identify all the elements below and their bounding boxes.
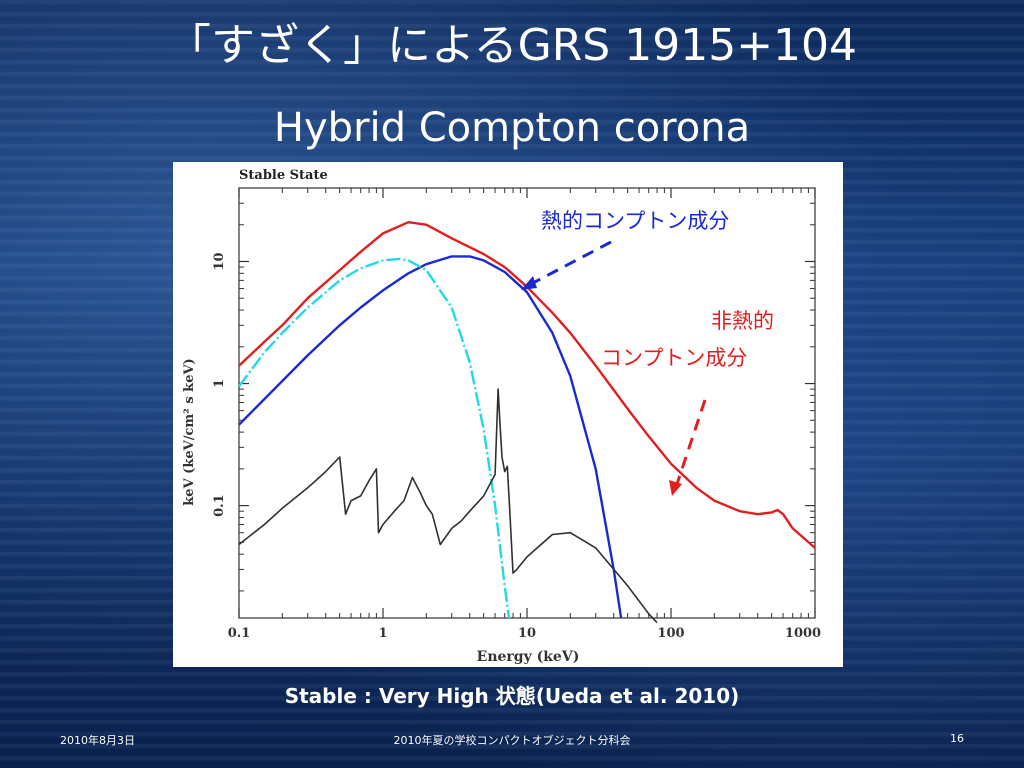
figure-caption: Stable : Very High 状態(Ueda et al. 2010)	[284, 684, 740, 708]
footer-event: 2010年夏の学校コンパクトオブジェクト分科会	[393, 734, 631, 747]
slide-title: 「すざく」によるGRS 1915+104	[166, 20, 858, 71]
page-number: 16	[950, 732, 964, 745]
spectrum-chart: Stable State 0.1 1 10 100 1000 0.1 1 10 Energy …	[173, 162, 843, 667]
slide-subtitle: Hybrid Compton corona	[273, 105, 751, 151]
x-tick-label: 10	[518, 626, 536, 641]
x-axis-label: Energy (keV)	[477, 649, 580, 665]
footer-date: 2010年8月3日	[60, 734, 135, 747]
thermal-component-label: 熱的コンプトン成分	[541, 209, 729, 233]
reflection-component-curve	[238, 388, 658, 624]
x-tick-label: 100	[657, 626, 684, 641]
nonthermal-label-line2: コンプトン成分	[601, 346, 747, 370]
thermal-arrow	[521, 240, 612, 290]
plot-frame	[238, 187, 816, 619]
y-axis-label: keV (keV/cm² s keV)	[182, 358, 197, 505]
y-tick-label: 1	[212, 379, 227, 388]
panel-label: Stable State	[239, 168, 328, 183]
x-tick-label: 1	[378, 626, 387, 641]
total-model-curve	[238, 221, 816, 549]
x-tick-label: 1000	[785, 626, 821, 641]
disk-component-curve	[238, 257, 511, 619]
x-tick-label: 0.1	[228, 626, 251, 641]
spectrum-chart-svg: Stable State 0.1 1 10 100 1000 0.1 1 10 Energy …	[182, 168, 821, 665]
nonthermal-arrow	[669, 399, 707, 496]
y-tick-label: 10	[212, 252, 227, 270]
nonthermal-label-line1: 非熱的	[711, 309, 774, 333]
y-tick-label: 0.1	[212, 494, 227, 517]
thermal-compton-curve	[238, 255, 623, 619]
